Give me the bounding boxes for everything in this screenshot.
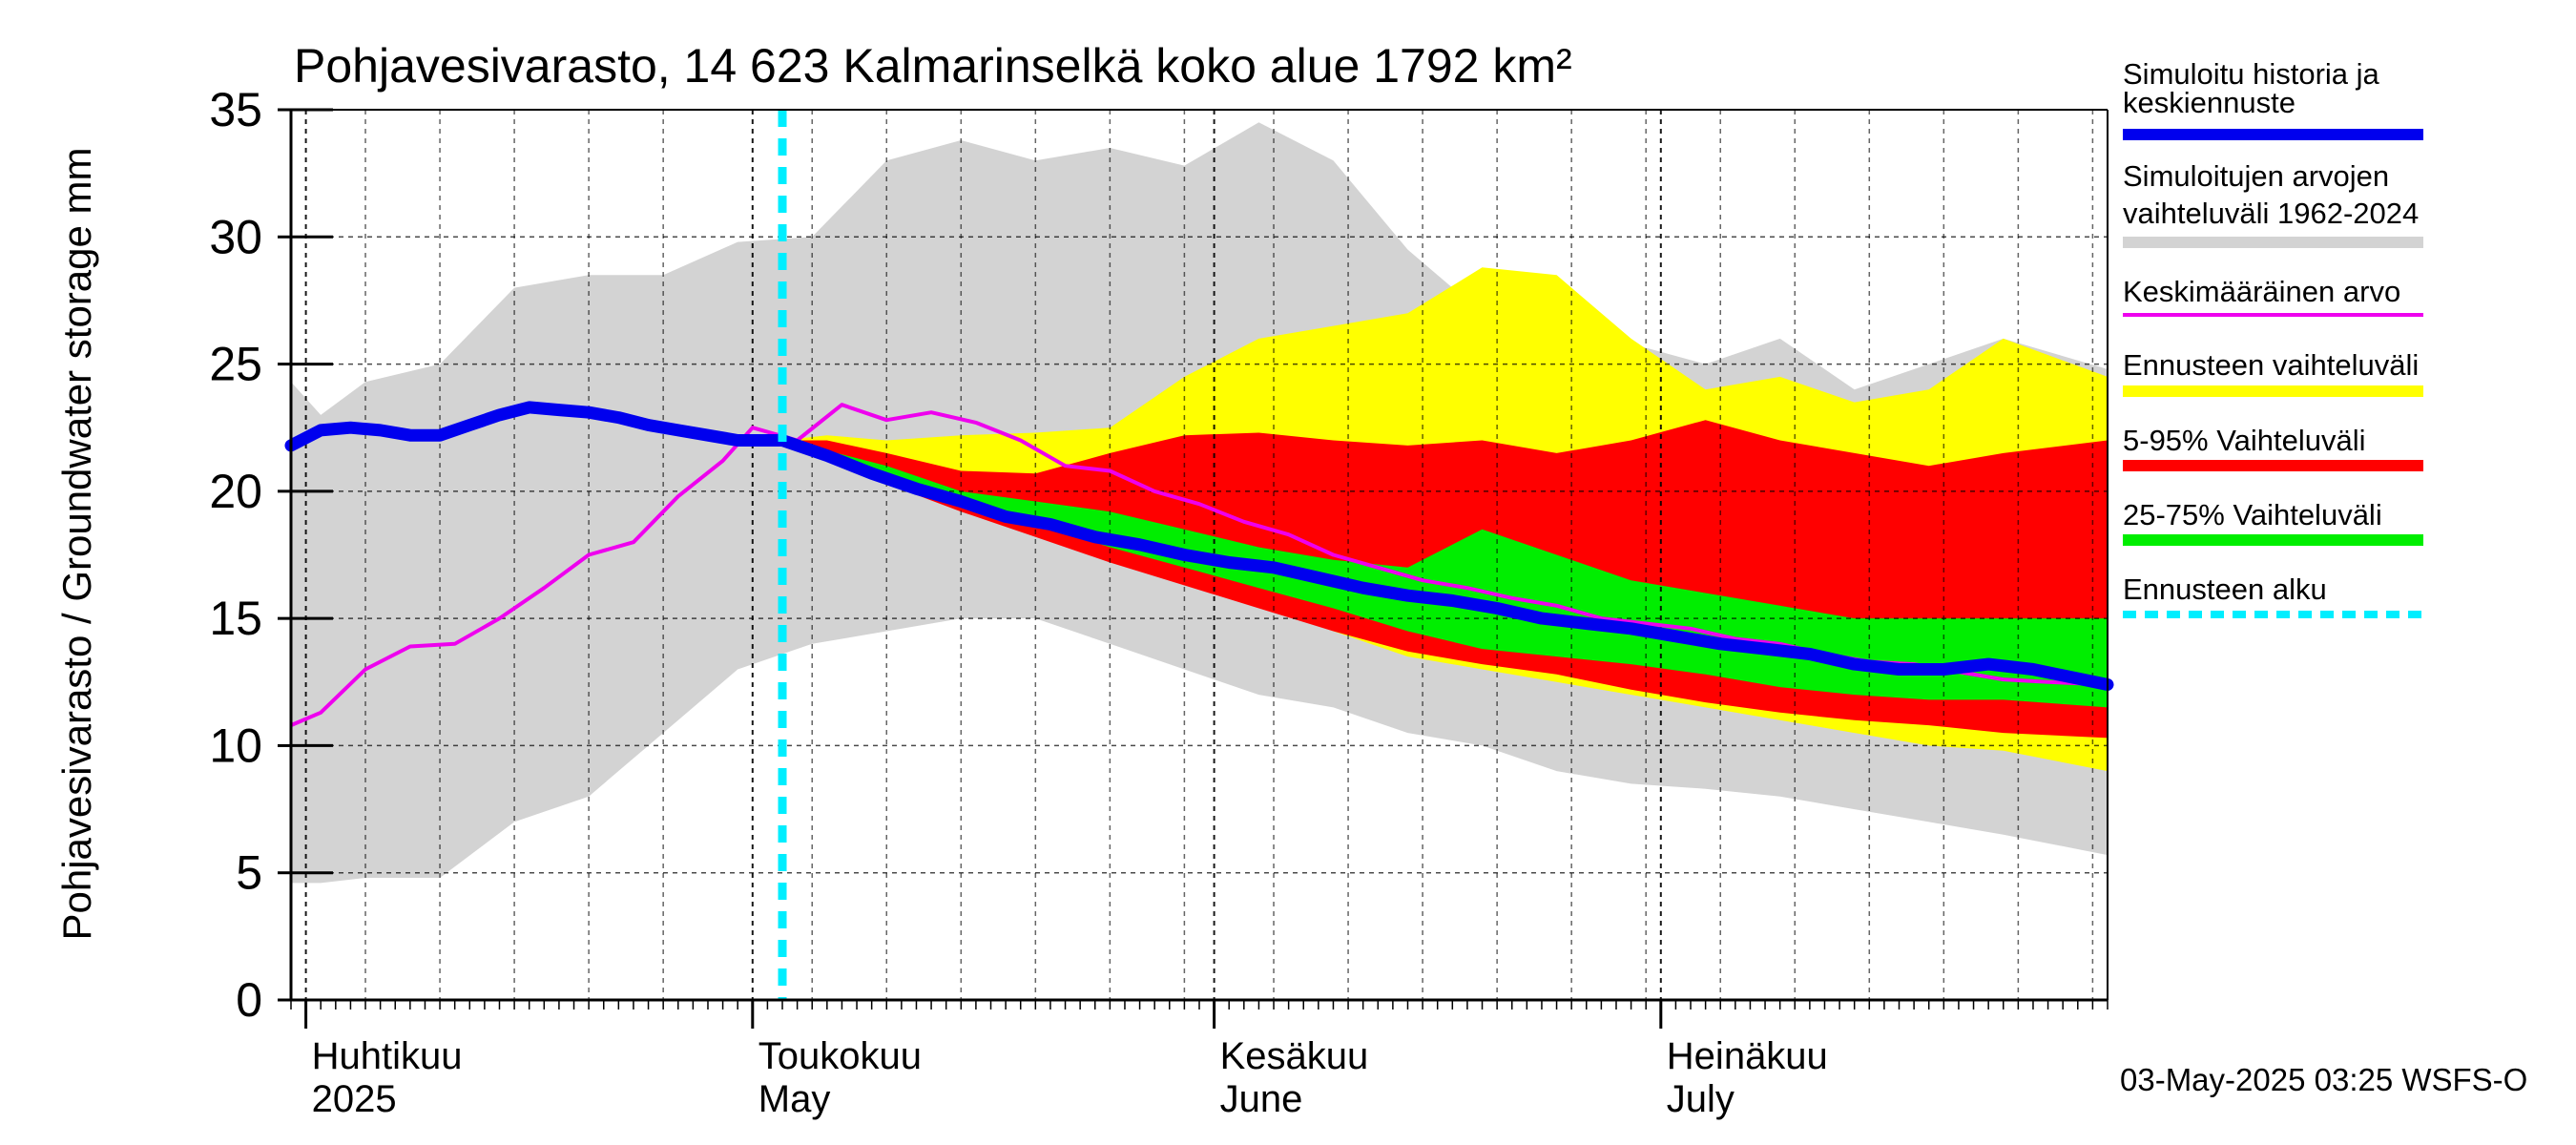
axes-layer: 05101520253035Huhtikuu2025ToukokuuMayKes…	[209, 83, 2109, 1120]
y-tick-label: 20	[209, 465, 262, 518]
legend-label: Keskimääräinen arvo	[2123, 275, 2400, 308]
x-month-label: Huhtikuu	[312, 1035, 463, 1077]
y-tick-label: 0	[236, 973, 262, 1027]
y-tick-label: 15	[209, 592, 262, 645]
line-layer	[284, 110, 2114, 1000]
legend-label: Simuloitujen arvojen	[2123, 159, 2389, 193]
legend-label: 25-75% Vaihteluväli	[2123, 498, 2382, 531]
legend-label: Ennusteen vaihteluväli	[2123, 348, 2419, 382]
y-tick-label: 25	[209, 338, 262, 391]
chart-title: Pohjavesivarasto, 14 623 Kalmarinselkä k…	[294, 39, 1572, 93]
legend-label-line2: vaihteluväli 1962-2024	[2123, 197, 2419, 230]
legend-label: Ennusteen alku	[2123, 572, 2327, 606]
x-month-label: Kesäkuu	[1220, 1035, 1369, 1077]
footer-timestamp: 03-May-2025 03:25 WSFS-O	[2120, 1062, 2527, 1097]
line-history	[284, 401, 2114, 691]
x-month-sublabel: June	[1220, 1078, 1303, 1120]
x-month-label: Toukokuu	[758, 1035, 922, 1077]
band-p25-75	[782, 440, 2108, 708]
x-month-label: Heinäkuu	[1667, 1035, 1828, 1077]
x-month-sublabel: July	[1667, 1078, 1735, 1120]
legend-label: 5-95% Vaihteluväli	[2123, 424, 2365, 457]
y-tick-label: 10	[209, 718, 262, 772]
y-tick-label: 35	[209, 83, 262, 136]
legend-label-line2: keskiennuste	[2123, 86, 2296, 119]
x-month-sublabel: 2025	[312, 1078, 397, 1120]
x-month-sublabel: May	[758, 1078, 831, 1120]
y-tick-label: 5	[236, 846, 262, 900]
y-tick-label: 30	[209, 210, 262, 263]
legend-label: Simuloitu historia ja	[2123, 57, 2380, 91]
y-axis-label: Pohjavesivarasto / Groundwater storage m…	[54, 147, 99, 940]
